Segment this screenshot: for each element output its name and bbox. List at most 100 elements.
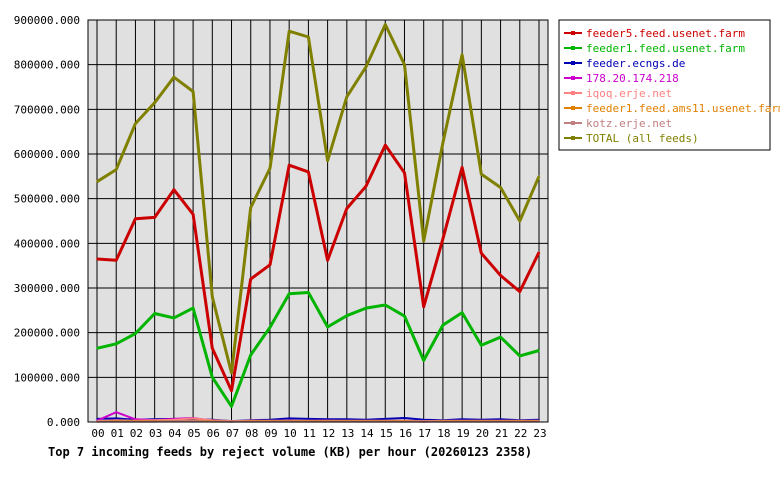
legend-marker bbox=[571, 136, 575, 140]
data-point bbox=[365, 185, 367, 187]
data-point bbox=[173, 188, 175, 191]
legend-marker bbox=[571, 46, 575, 50]
x-tick-label: 07 bbox=[226, 427, 239, 440]
y-tick-label: 900000.000 bbox=[14, 14, 80, 27]
x-tick-label: 09 bbox=[264, 427, 277, 440]
data-point bbox=[538, 251, 540, 254]
data-point bbox=[346, 96, 348, 98]
series-lines bbox=[96, 23, 541, 423]
legend-label: feeder1.feed.usenet.farm bbox=[586, 42, 745, 55]
data-point bbox=[346, 207, 348, 210]
x-tick-label: 12 bbox=[322, 427, 335, 440]
legend-marker bbox=[571, 31, 575, 35]
data-point bbox=[538, 175, 540, 178]
data-point bbox=[230, 372, 233, 374]
x-tick-label: 03 bbox=[149, 427, 162, 440]
plot-frame bbox=[87, 19, 549, 423]
series-line-0 bbox=[96, 143, 541, 393]
legend-label: TOTAL (all feeds) bbox=[586, 132, 699, 145]
data-point bbox=[518, 220, 521, 222]
legend-label: 178.20.174.218 bbox=[586, 72, 679, 85]
data-point bbox=[96, 347, 98, 350]
data-point bbox=[461, 54, 463, 56]
x-tick-label: 21 bbox=[495, 427, 508, 440]
data-point bbox=[249, 206, 252, 209]
series-line-1 bbox=[96, 291, 540, 408]
legend-marker bbox=[571, 91, 575, 95]
data-point bbox=[192, 417, 194, 420]
data-point bbox=[288, 293, 290, 295]
data-point bbox=[153, 216, 156, 219]
data-point bbox=[326, 326, 329, 328]
x-tick-label: 00 bbox=[91, 427, 104, 440]
legend: feeder5.feed.usenet.farm feeder1.feed.use… bbox=[558, 19, 780, 151]
y-tick-label: 500000.000 bbox=[14, 193, 80, 206]
data-point bbox=[365, 66, 367, 68]
data-point bbox=[269, 167, 271, 170]
x-tick-label: 22 bbox=[514, 427, 527, 440]
x-tick-label: 13 bbox=[341, 427, 354, 440]
y-tick-label: 0.000 bbox=[47, 416, 80, 429]
data-point bbox=[518, 355, 521, 357]
x-tick-label: 05 bbox=[187, 427, 200, 440]
data-point bbox=[249, 354, 252, 356]
data-point bbox=[230, 389, 233, 392]
data-point bbox=[115, 417, 118, 420]
x-tick-label: 02 bbox=[130, 427, 143, 440]
data-point bbox=[538, 349, 540, 352]
x-tick-label: 23 bbox=[533, 427, 546, 440]
data-point bbox=[192, 90, 194, 93]
x-tick-label: 08 bbox=[245, 427, 258, 440]
data-point bbox=[403, 171, 406, 174]
x-tick-label: 06 bbox=[207, 427, 220, 440]
data-point bbox=[134, 122, 137, 125]
x-tick-label: 18 bbox=[437, 427, 450, 440]
data-point bbox=[153, 101, 156, 104]
data-point bbox=[211, 376, 214, 379]
y-tick-label: 400000.000 bbox=[14, 237, 80, 250]
data-point bbox=[403, 315, 406, 317]
data-point bbox=[442, 142, 444, 144]
y-tick-label: 300000.000 bbox=[14, 282, 80, 295]
data-point bbox=[518, 290, 521, 293]
data-point bbox=[326, 259, 329, 262]
data-point bbox=[307, 291, 310, 294]
x-tick-label: 14 bbox=[360, 427, 374, 440]
data-point bbox=[480, 252, 483, 254]
x-axis-tick-labels: 00 01 02 03 04 05 06 07 08 09 10 11 12 13 14 15 16 17 18 19… bbox=[91, 427, 546, 440]
data-point bbox=[499, 336, 502, 338]
data-point bbox=[442, 324, 444, 326]
data-point bbox=[96, 180, 98, 183]
data-point bbox=[269, 326, 271, 329]
legend-label: iqoq.erje.net bbox=[586, 87, 672, 100]
data-point bbox=[384, 23, 387, 26]
x-tick-label: 16 bbox=[399, 427, 412, 440]
data-point bbox=[230, 405, 233, 408]
data-point bbox=[307, 36, 310, 38]
chart-title: Top 7 incoming feeds by reject volume (K… bbox=[48, 445, 532, 459]
x-tick-label: 17 bbox=[418, 427, 431, 440]
data-point bbox=[173, 317, 175, 319]
data-point bbox=[307, 418, 310, 420]
data-point bbox=[288, 30, 290, 32]
data-point bbox=[403, 63, 406, 66]
data-point bbox=[96, 258, 98, 260]
legend-label: feeder1.feed.ams11.usenet.farm bbox=[586, 102, 780, 115]
legend-marker bbox=[571, 76, 575, 80]
data-point bbox=[461, 166, 463, 169]
data-point bbox=[480, 344, 483, 346]
y-axis-tick-labels: 0.000 100000.000 200000.000 300000.000 40000… bbox=[14, 14, 80, 429]
data-point bbox=[422, 240, 425, 242]
data-point bbox=[288, 164, 290, 166]
data-point bbox=[422, 359, 425, 362]
x-tick-label: 01 bbox=[111, 427, 124, 440]
data-point bbox=[403, 417, 406, 419]
data-point bbox=[211, 347, 214, 350]
legend-marker bbox=[571, 106, 575, 110]
series-line-7 bbox=[96, 23, 541, 375]
data-point bbox=[249, 278, 252, 280]
data-point bbox=[499, 274, 502, 277]
x-tick-label: 20 bbox=[476, 427, 489, 440]
data-point bbox=[134, 217, 137, 220]
